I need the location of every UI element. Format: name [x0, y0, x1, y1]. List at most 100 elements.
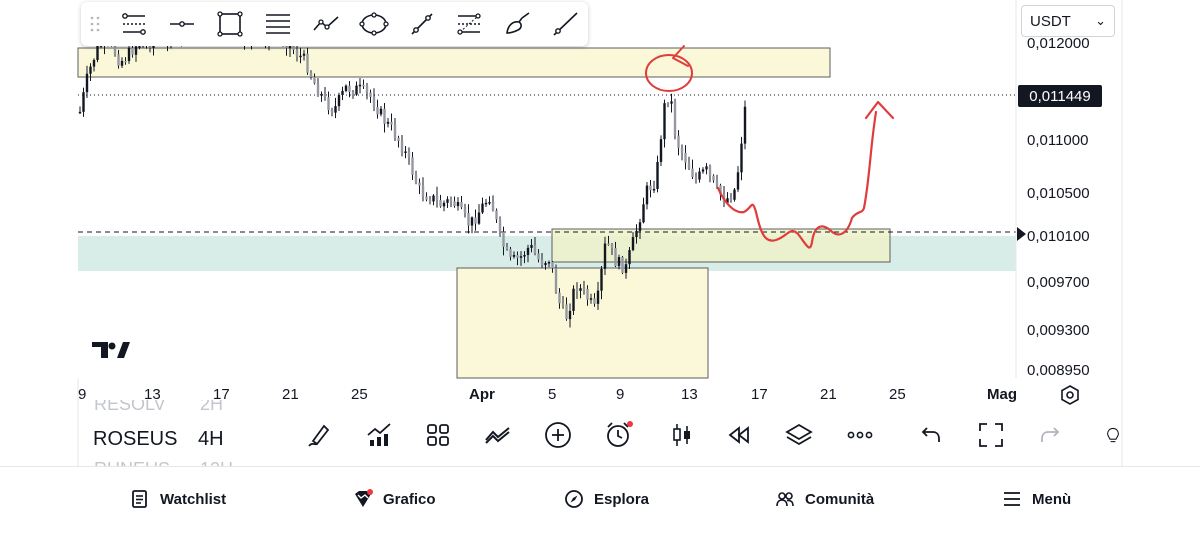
candle-body: [362, 84, 365, 87]
nav-watchlist[interactable]: Watchlist: [130, 487, 226, 511]
candle-body: [621, 257, 624, 273]
fullscreen-icon[interactable]: [974, 418, 1008, 452]
candle-body: [288, 44, 292, 49]
parallel-channel-icon[interactable]: [261, 8, 295, 40]
nav-label: Grafico: [383, 490, 436, 508]
candle-body: [428, 199, 432, 202]
undo-icon[interactable]: [913, 418, 947, 452]
indicators-icon[interactable]: [362, 418, 396, 452]
candle-body: [656, 161, 659, 189]
candle-body: [533, 244, 537, 254]
hamburger-icon: [1004, 492, 1020, 506]
candle-body: [666, 103, 670, 105]
candle-body: [491, 202, 495, 211]
symbol-name[interactable]: ROSEUS: [93, 428, 178, 450]
nav-comunita[interactable]: Comunità: [775, 487, 874, 511]
price-tick: 0,010500: [1027, 185, 1090, 202]
candle-body: [628, 250, 631, 265]
add-icon[interactable]: [541, 418, 575, 452]
candle-body: [680, 147, 684, 153]
drag-handle-icon[interactable]: [90, 16, 100, 32]
candle-body: [309, 72, 313, 77]
candle-body: [449, 199, 453, 202]
currency-select[interactable]: USDT ⌄: [1021, 5, 1115, 37]
more-icon[interactable]: [843, 418, 877, 452]
fib-extension-icon[interactable]: [452, 8, 486, 40]
candle-body: [488, 202, 491, 204]
candle-body: [575, 288, 579, 291]
currency-label: USDT: [1030, 12, 1071, 30]
candle-body: [691, 168, 694, 178]
nav-esplora[interactable]: Esplora: [564, 487, 649, 511]
candle-body: [663, 103, 666, 140]
candle-body: [649, 185, 652, 191]
ellipse-icon[interactable]: [357, 8, 391, 40]
nav-grafico[interactable]: Grafico: [353, 487, 436, 511]
candle-body: [320, 93, 323, 96]
compare-icon[interactable]: [481, 418, 515, 452]
candle-body: [474, 217, 477, 224]
candle-body: [652, 188, 656, 191]
candle-body: [292, 44, 295, 50]
candle-body: [516, 254, 519, 258]
interval-value[interactable]: 4H: [198, 428, 224, 450]
trend-line-icon[interactable]: [405, 8, 439, 40]
brush-icon[interactable]: [500, 8, 534, 40]
nav-menu[interactable]: Menù: [1002, 487, 1071, 511]
candle-body: [687, 162, 691, 169]
candle-body: [701, 169, 705, 172]
candle-body: [519, 256, 523, 258]
candle-body: [131, 47, 134, 55]
drawing-icon[interactable]: [302, 418, 336, 452]
candle-body: [404, 151, 407, 153]
candle-body: [568, 310, 572, 320]
drawing-toolbar: [81, 2, 588, 46]
candle-body: [645, 185, 649, 205]
replay-icon[interactable]: [722, 418, 756, 452]
chart-icon: [355, 489, 373, 507]
candle-body: [299, 55, 302, 58]
candle-body: [411, 157, 414, 175]
projection-arrowhead: [864, 100, 895, 120]
candle-body: [579, 288, 582, 291]
candle-body: [638, 222, 642, 231]
projection-path-annotation: [716, 110, 878, 249]
candle-body: [684, 152, 687, 163]
polyline-icon[interactable]: [309, 8, 343, 40]
rectangle-icon[interactable]: [213, 8, 247, 40]
time-tick: Mag: [987, 386, 1016, 403]
time-tick: 25: [889, 386, 906, 403]
alert-clock-icon[interactable]: [601, 418, 635, 452]
compass-icon: [565, 490, 583, 508]
candle-body: [467, 212, 470, 226]
candle-body: [351, 91, 355, 95]
layout-grid-icon[interactable]: [421, 418, 455, 452]
candle-body: [365, 85, 369, 93]
candle-body: [715, 180, 719, 186]
candle-body: [736, 172, 740, 190]
candle-body: [113, 41, 117, 55]
candle-body: [379, 108, 383, 115]
candle-body: [117, 54, 120, 66]
axis-settings-icon: [1061, 385, 1079, 405]
candle-body: [446, 199, 449, 203]
candle-body: [733, 189, 736, 200]
ray-icon[interactable]: [548, 8, 582, 40]
candles-icon[interactable]: [665, 418, 699, 452]
price-tick: 0,009700: [1027, 274, 1090, 291]
fib-retracement-icon[interactable]: [117, 8, 151, 40]
candle-body: [610, 244, 614, 249]
layers-icon[interactable]: [782, 418, 816, 452]
candle-body: [344, 85, 348, 91]
candle-body: [614, 248, 617, 267]
candle-body: [582, 288, 586, 290]
price-tick: 0,010100: [1027, 228, 1090, 245]
horizontal-line-icon[interactable]: [165, 8, 199, 40]
candle-body: [386, 121, 390, 124]
redo-icon[interactable]: [1034, 418, 1068, 452]
idea-icon[interactable]: [1104, 418, 1122, 452]
candle-body: [481, 203, 484, 213]
candle-body: [376, 107, 379, 115]
candle-body: [502, 231, 505, 247]
